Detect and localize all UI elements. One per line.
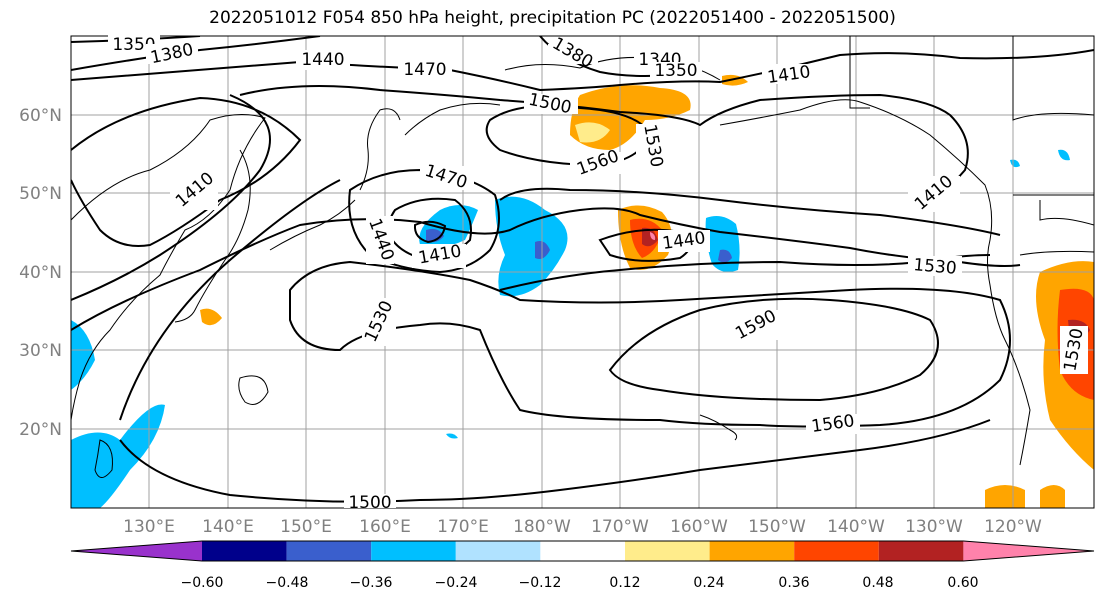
longitude-labels: 130°E 140°E 150°E 160°E 170°E 180°W 170°… [123, 517, 1042, 537]
colorbar-segment [202, 541, 287, 561]
lon-tick-label: 140°W [827, 517, 885, 537]
colorbar-tick-label: −0.60 [181, 575, 224, 591]
lon-tick-label: 140°E [202, 517, 254, 537]
lon-tick-label: 130°W [905, 517, 963, 537]
lon-tick-label: 160°W [670, 517, 728, 537]
colorbar-ticks: −0.60 −0.48 −0.36 −0.24 −0.12 0.12 0.24 … [181, 575, 979, 591]
lon-tick-label: 150°W [748, 517, 806, 537]
colorbar-segment [878, 541, 964, 561]
colorbar-segment [455, 541, 541, 561]
colorbar-tick-label: −0.24 [435, 575, 478, 591]
lat-tick-label: 20°N [19, 420, 62, 440]
contour-labels: 1350 1380 1440 1470 1380 1340 1350 1410 … [108, 34, 1088, 513]
colorbar-tick-label: 0.60 [947, 575, 978, 591]
colorbar-outline [70, 540, 1095, 562]
lat-tick-label: 30°N [19, 341, 62, 361]
colorbar-tick-label: −0.12 [519, 575, 562, 591]
lon-tick-label: 180°W [513, 517, 571, 537]
colorbar-segment [540, 541, 625, 561]
colorbar-tick-label: 0.36 [778, 575, 809, 591]
lat-tick-label: 50°N [19, 184, 62, 204]
colorbar-segment [71, 541, 202, 561]
contour-label: 1500 [348, 493, 391, 513]
lon-tick-label: 130°E [123, 517, 175, 537]
colorbar-segment [963, 541, 1094, 561]
figure-title: 2022051012 F054 850 hPa height, precipit… [209, 8, 896, 28]
lon-tick-label: 170°E [437, 517, 489, 537]
latitude-labels: 60°N 50°N 40°N 30°N 20°N [19, 106, 62, 440]
contour-label: 1350 [112, 35, 155, 55]
contour-label: 1350 [654, 61, 697, 81]
colorbar-segment [371, 541, 456, 561]
colorbar-tick-label: −0.36 [350, 575, 393, 591]
colorbar-segments [70, 540, 1095, 562]
colorbar-tick-label: 0.24 [693, 575, 724, 591]
lon-tick-label: 120°W [984, 517, 1042, 537]
lon-tick-label: 160°E [359, 517, 411, 537]
colorbar-segment [286, 541, 372, 561]
contour-label: 1470 [403, 60, 446, 80]
colorbar-segment [794, 541, 879, 561]
contour-label: 1530 [913, 255, 958, 279]
lon-tick-label: 170°W [591, 517, 649, 537]
colorbar-tick-label: 0.48 [862, 575, 893, 591]
lon-tick-label: 150°E [280, 517, 332, 537]
lat-tick-label: 60°N [19, 106, 62, 126]
lat-tick-label: 40°N [19, 263, 62, 283]
colorbar-segment [625, 541, 710, 561]
colorbar-tick-label: 0.12 [609, 575, 640, 591]
contour-label: 1440 [301, 50, 344, 70]
colorbar-segment [709, 541, 795, 561]
colorbar: −0.60 −0.48 −0.36 −0.24 −0.12 0.12 0.24 … [70, 540, 1095, 591]
colorbar-tick-label: −0.48 [266, 575, 309, 591]
